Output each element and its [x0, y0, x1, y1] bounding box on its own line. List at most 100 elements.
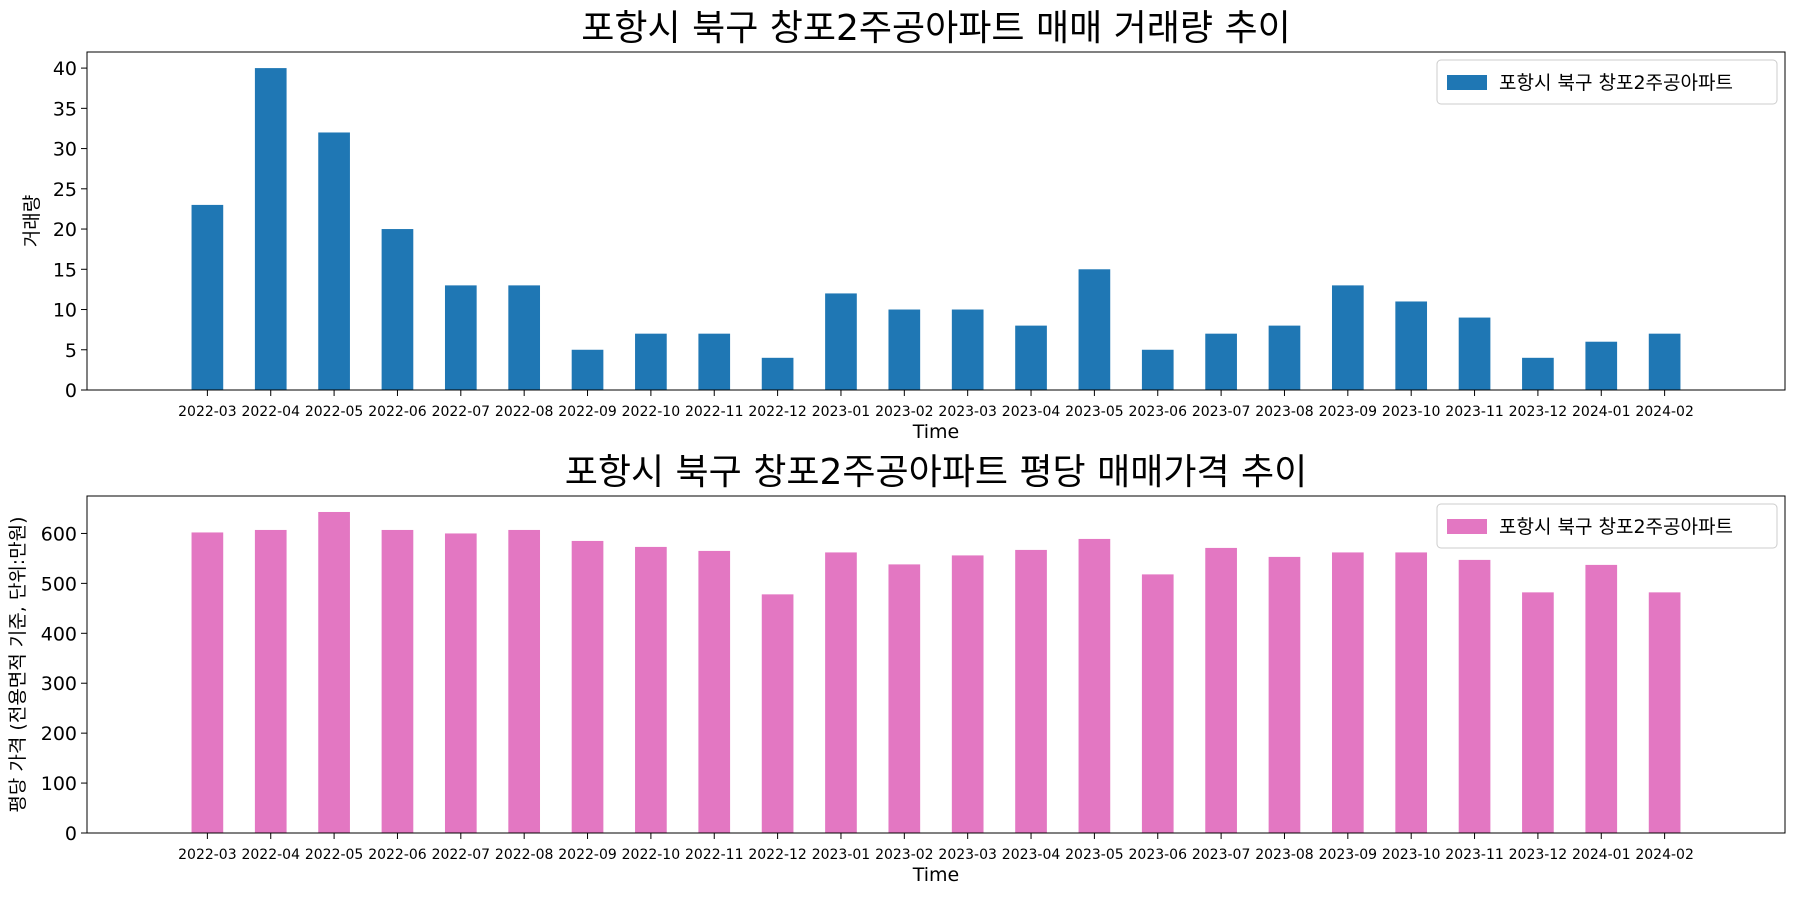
bar: [1078, 538, 1111, 833]
bar: [698, 550, 731, 833]
bar: [825, 293, 857, 390]
x-tick-label: 2023-11: [1445, 404, 1504, 420]
y-axis-label: 평당 가격 (전용면적 기준, 단위:만원): [7, 516, 29, 812]
plot-frame: [86, 51, 1786, 391]
x-axis-label: Time: [912, 864, 960, 886]
bar: [1015, 325, 1047, 390]
bar: [1648, 592, 1681, 833]
price-chart: 포항시 북구 창포2주공아파트 평당 매매가격 추이 0 100 200 300 400 5…: [7, 452, 1786, 886]
x-tick-label: 2022-11: [685, 404, 744, 420]
chart-title: 포항시 북구 창포2주공아파트 매매 거래량 추이: [581, 8, 1290, 49]
x-tick-label: 2022-09: [558, 404, 617, 420]
x-tick-label: 2023-05: [1065, 847, 1124, 863]
bar: [571, 540, 604, 833]
bar: [1648, 333, 1681, 390]
bar: [635, 546, 667, 833]
legend-swatch: [1447, 519, 1487, 534]
x-tick-label: 2023-01: [812, 847, 871, 863]
y-tick-label: 500: [41, 573, 77, 595]
x-tick-label: 2023-11: [1445, 847, 1504, 863]
x-tick-label: 2023-09: [1319, 404, 1378, 420]
legend-box: [1436, 59, 1778, 105]
y-tick-label: 5: [65, 340, 77, 362]
x-tick-label: 2022-06: [368, 404, 427, 420]
x-tick-label: 2023-12: [1509, 404, 1568, 420]
x-tick-label: 2023-08: [1255, 404, 1314, 420]
x-tick-label: 2023-12: [1509, 847, 1568, 863]
y-tick-label: 10: [53, 300, 77, 322]
bar: [1141, 349, 1174, 390]
x-tick-label: 2022-08: [495, 847, 554, 863]
bar: [1205, 333, 1237, 390]
x-tick-label: 2022-04: [241, 404, 300, 420]
x-tick-label: 2023-09: [1319, 847, 1378, 863]
bar: [1585, 341, 1618, 390]
x-tick-label: 2022-07: [432, 847, 491, 863]
bar: [508, 285, 541, 390]
y-tick-label: 300: [41, 673, 77, 695]
bar: [254, 529, 287, 833]
x-tick-label: 2024-02: [1635, 404, 1694, 420]
bar: [1331, 285, 1364, 390]
x-tick-label: 2023-08: [1255, 847, 1314, 863]
bar: [381, 529, 414, 833]
x-tick-label: 2023-03: [938, 404, 997, 420]
bar: [761, 357, 794, 390]
bar: [1268, 325, 1301, 390]
x-tick-label: 2024-02: [1635, 847, 1694, 863]
legend-swatch: [1447, 75, 1487, 90]
bar: [1458, 559, 1491, 833]
y-tick-label: 0: [65, 823, 77, 845]
x-tick-label: 2023-07: [1192, 847, 1251, 863]
y-tick-label: 25: [53, 179, 77, 201]
y-tick-label: 15: [53, 259, 77, 281]
bar: [191, 532, 224, 833]
y-tick-label: 20: [53, 219, 77, 241]
x-tick-label: 2023-02: [875, 404, 934, 420]
x-tick-label: 2024-01: [1572, 847, 1631, 863]
x-tick-label: 2023-01: [812, 404, 871, 420]
x-tick-label: 2023-10: [1382, 847, 1441, 863]
bar: [951, 309, 984, 390]
x-tick-label: 2023-02: [875, 847, 934, 863]
x-tick-label: 2023-04: [1002, 847, 1061, 863]
x-axis-label: Time: [912, 421, 960, 443]
bar: [1268, 556, 1301, 833]
bar: [1141, 574, 1174, 833]
bar: [1205, 547, 1237, 833]
x-tick-label: 2022-12: [748, 847, 807, 863]
bar: [1458, 317, 1491, 390]
bar: [444, 285, 477, 390]
x-tick-label: 2022-09: [558, 847, 617, 863]
x-tick-label: 2023-10: [1382, 404, 1441, 420]
plot-frame: [86, 495, 1786, 834]
bar: [825, 552, 857, 833]
x-tick-label: 2022-10: [622, 404, 681, 420]
bar: [1522, 592, 1554, 833]
x-tick-label: 2023-05: [1065, 404, 1124, 420]
x-tick-label: 2022-11: [685, 847, 744, 863]
y-axis-label: 거래량: [21, 195, 43, 247]
x-tick-label: 2022-03: [178, 404, 237, 420]
bar: [318, 132, 350, 390]
volume-chart: 포항시 북구 창포2주공아파트 매매 거래량 추이 0 5 10 15 20 25 30 35 4…: [21, 8, 1786, 443]
x-tick-label: 2023-03: [938, 847, 997, 863]
bar: [571, 349, 604, 390]
x-tick-label: 2022-06: [368, 847, 427, 863]
x-tick-label: 2022-05: [305, 847, 364, 863]
x-tick-label: 2022-12: [748, 404, 807, 420]
legend-label: 포항시 북구 창포2주공아파트: [1499, 516, 1733, 538]
x-tick-label: 2022-10: [622, 847, 681, 863]
x-tick-label: 2022-04: [241, 847, 300, 863]
bar: [888, 564, 921, 833]
bar: [1395, 552, 1428, 833]
x-tick-label: 2023-06: [1129, 847, 1188, 863]
x-tick-label: 2022-05: [305, 404, 364, 420]
y-tick-label: 200: [41, 723, 77, 745]
bar: [1395, 301, 1428, 390]
x-tick-label: 2024-01: [1572, 404, 1631, 420]
bar: [698, 333, 731, 390]
x-tick-label: 2023-06: [1129, 404, 1188, 420]
